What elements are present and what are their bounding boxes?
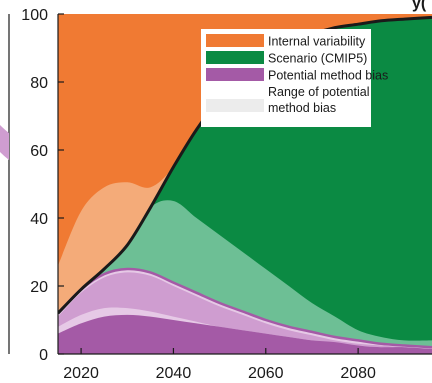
y-tick-label: 40 [30,211,48,228]
y-axis-ticks: 0 20 40 60 80 100 [21,7,64,364]
method-bias-boundary-line [58,267,432,349]
method-bias-light-area [58,272,432,350]
scenario-bias-range-area [58,200,432,348]
x-tick-label: 2080 [340,365,376,382]
x-tick-label: 2020 [63,365,99,382]
x-axis-ticks: 2020 2040 2060 2080 [63,348,376,382]
y-tick-label: 100 [21,7,48,24]
x-tick-label: 2060 [248,365,284,382]
adjacent-panel-fragment [0,14,10,354]
legend-swatch-scenario [206,51,264,64]
legend-label-scenario: Scenario (CMIP5) [268,52,367,66]
legend-swatch-method-bias [206,68,264,81]
method-bias-area [58,314,432,354]
legend-label-internal-variability: Internal variability [268,35,366,49]
legend: Internal variability Scenario (CMIP5) Po… [201,29,388,127]
legend-swatch-internal-variability [206,34,264,47]
legend-label-method-bias: Potential method bias [268,69,388,83]
y-tick-label: 60 [30,143,48,160]
legend-swatch-range-bias [206,99,264,112]
legend-label-range-bias: Range of potential method bias [268,85,373,115]
y-tick-label: 80 [30,75,48,92]
y-tick-label: 20 [30,279,48,296]
y-tick-label: 0 [39,347,48,364]
x-tick-label: 2040 [156,365,192,382]
panel-title-fragment: y( [412,0,427,12]
